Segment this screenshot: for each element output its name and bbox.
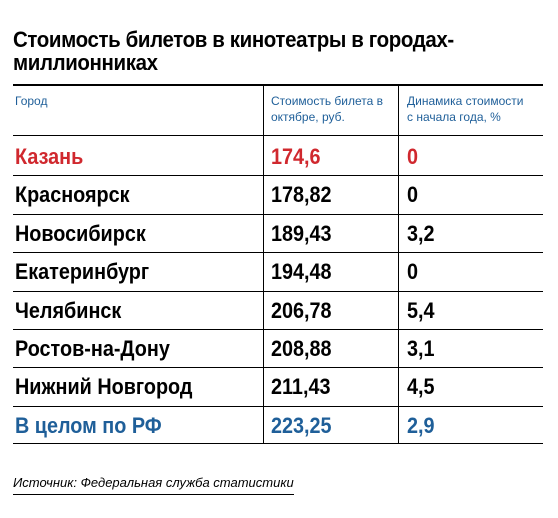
column-header-dynamics-line1: Динамика стоимости <box>407 94 524 108</box>
table-row: Казань 174,6 0 <box>0 138 558 176</box>
cell-dynamics: 0 <box>407 259 419 284</box>
column-header-price-line1: Стоимость билета в <box>271 94 384 108</box>
column-divider-1 <box>263 86 264 444</box>
cell-price: 223,25 <box>271 413 332 438</box>
column-header-dynamics-line2: с начала года, % <box>407 110 501 124</box>
cell-dynamics: 0 <box>407 144 419 169</box>
column-header-price-line2: октябре, руб. <box>271 110 345 124</box>
cell-price: 208,88 <box>271 336 332 361</box>
cell-dynamics: 0 <box>407 182 419 207</box>
table-row: Ростов-на-Дону 208,88 3,1 <box>0 330 558 368</box>
cell-dynamics: 5,4 <box>407 298 435 323</box>
cell-price: 194,48 <box>271 259 332 284</box>
row-divider <box>13 291 543 292</box>
source-note: Источник: Федеральная служба статистики <box>13 474 294 495</box>
cell-city: Ростов-на-Дону <box>15 336 170 361</box>
table-row: Новосибирск 189,43 3,2 <box>0 215 558 253</box>
column-header-dynamics: Динамика стоимости с начала года, % <box>407 93 523 125</box>
title-divider <box>13 84 543 86</box>
cell-price: 174,6 <box>271 144 321 169</box>
cell-price: 206,78 <box>271 298 332 323</box>
chart-title: Стоимость билетов в кинотеатры в городах… <box>13 27 454 75</box>
cell-dynamics: 3,1 <box>407 336 435 361</box>
cell-price: 178,82 <box>271 182 332 207</box>
table-row: Красноярск 178,82 0 <box>0 176 558 214</box>
header-divider <box>13 135 543 136</box>
cell-price: 189,43 <box>271 221 332 246</box>
cell-price: 211,43 <box>271 374 331 399</box>
cell-city: Красноярск <box>15 182 130 207</box>
row-divider <box>13 329 543 330</box>
cell-city: Нижний Новгород <box>15 374 193 399</box>
row-divider <box>13 252 543 253</box>
cell-city: В целом по РФ <box>15 413 162 438</box>
table-row: Челябинск 206,78 5,4 <box>0 292 558 330</box>
row-divider <box>13 175 543 176</box>
table-row: В целом по РФ 223,25 2,9 <box>0 407 558 445</box>
cell-city: Екатеринбург <box>15 259 150 284</box>
cell-city: Казань <box>15 144 84 169</box>
cell-dynamics: 2,9 <box>407 413 435 438</box>
row-divider <box>13 406 543 407</box>
column-header-city-label: Город <box>15 94 48 108</box>
table-bottom-divider <box>13 443 543 444</box>
column-divider-2 <box>398 86 399 444</box>
cell-city: Челябинск <box>15 298 122 323</box>
row-divider <box>13 367 543 368</box>
table-row: Нижний Новгород 211,43 4,5 <box>0 368 558 406</box>
cell-dynamics: 4,5 <box>407 374 435 399</box>
cell-city: Новосибирск <box>15 221 146 246</box>
cell-dynamics: 3,2 <box>407 221 435 246</box>
row-divider <box>13 214 543 215</box>
column-header-city: Город <box>15 93 47 109</box>
table-row: Екатеринбург 194,48 0 <box>0 253 558 291</box>
column-header-price: Стоимость билета в октябре, руб. <box>271 93 383 125</box>
